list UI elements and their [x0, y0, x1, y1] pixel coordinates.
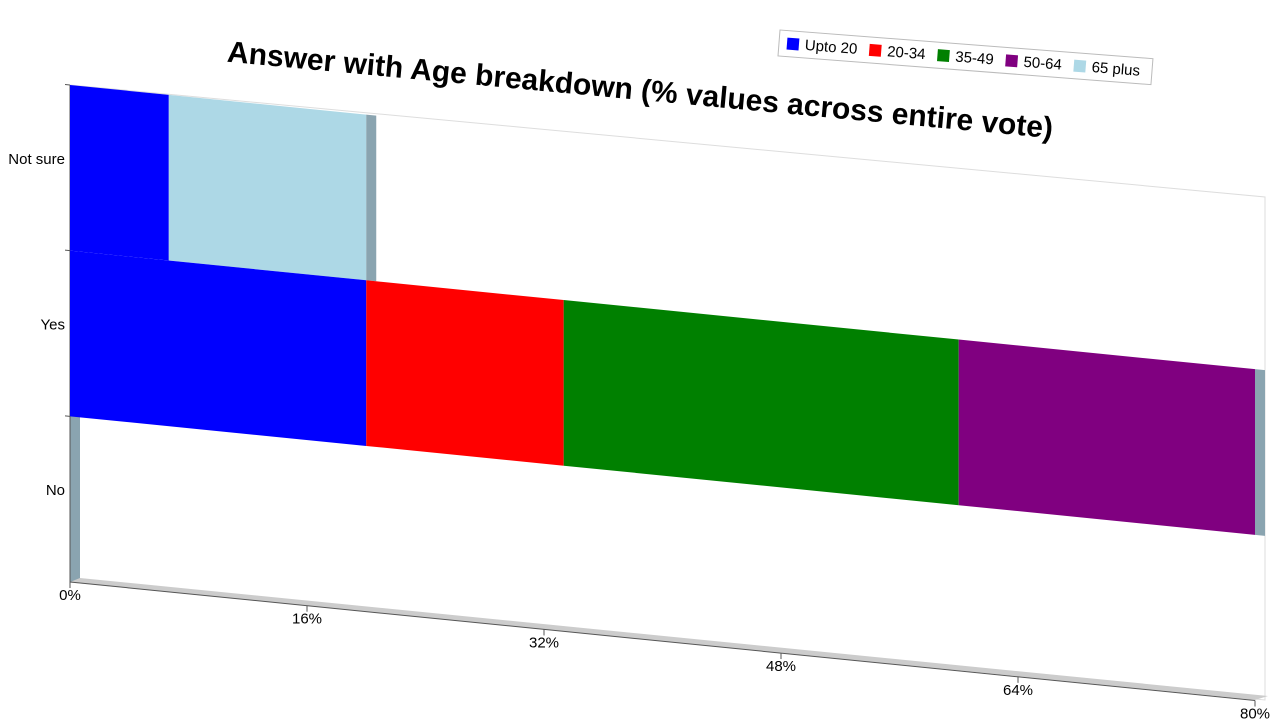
legend-swatch — [1073, 59, 1087, 73]
legend: Upto 20 20-34 35-49 50-64 65 plus — [777, 29, 1154, 86]
legend-swatch — [936, 49, 950, 63]
x-tick-label: 16% — [292, 611, 322, 628]
y-tick-label: Yes — [41, 316, 65, 333]
legend-box — [777, 29, 1154, 86]
wall — [70, 416, 80, 582]
x-tick-label: 48% — [766, 658, 796, 675]
bar-side — [366, 114, 377, 282]
legend-label: 35-49 — [955, 49, 995, 69]
legend-swatch — [786, 37, 800, 51]
y-tick — [65, 249, 70, 252]
bar-side — [1255, 369, 1265, 536]
legend-label: 20-34 — [887, 43, 927, 63]
legend-swatch — [1005, 54, 1019, 68]
bar — [70, 85, 169, 261]
y-tick-label: Not sure — [8, 151, 65, 168]
bar — [168, 94, 367, 281]
legend-label: 65 plus — [1091, 59, 1141, 80]
bar — [958, 339, 1255, 535]
x-tick-label: 80% — [1240, 705, 1270, 720]
legend-label: 50-64 — [1023, 54, 1063, 74]
y-tick — [65, 415, 70, 417]
y-tick — [65, 83, 70, 86]
x-axis — [70, 581, 1255, 702]
x-tick-label: 0% — [59, 587, 81, 604]
x-tick-label: 64% — [1003, 682, 1033, 699]
x-tick-label: 32% — [529, 634, 559, 651]
y-tick-label: No — [46, 482, 65, 499]
floor — [70, 578, 1268, 700]
legend-label: Upto 20 — [804, 37, 858, 58]
bar — [366, 280, 564, 466]
bar — [563, 300, 959, 506]
bar — [70, 250, 367, 446]
plot — [65, 83, 1265, 707]
legend-swatch — [868, 43, 882, 57]
